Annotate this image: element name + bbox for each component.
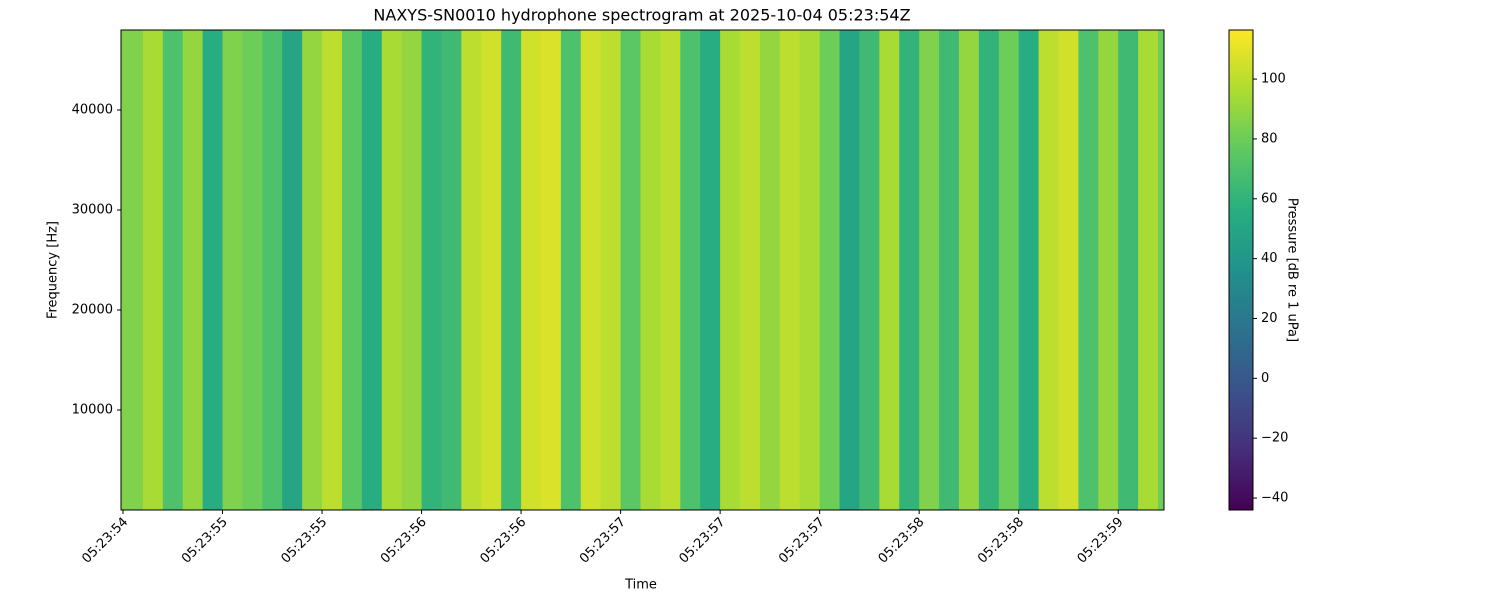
spectrogram-column xyxy=(341,30,363,510)
spectrogram-column xyxy=(819,30,841,510)
spectrogram-column xyxy=(740,30,761,510)
spectrogram-column xyxy=(540,30,562,510)
spectrogram-column xyxy=(1078,30,1099,510)
spectrogram-column xyxy=(242,30,263,510)
spectrogram-column xyxy=(282,30,303,510)
spectrogram-column xyxy=(859,30,880,510)
spectrogram-column xyxy=(1058,30,1079,510)
colorbar-tick-label: 80 xyxy=(1261,131,1278,146)
spectrogram-column xyxy=(560,30,582,510)
spectrogram-column xyxy=(222,30,243,510)
spectrogram-column xyxy=(1118,30,1139,510)
spectrogram-column xyxy=(1098,30,1119,510)
colorbar-tick-label: 60 xyxy=(1261,191,1278,206)
spectrogram-column xyxy=(640,30,661,510)
spectrogram-column xyxy=(361,30,383,510)
colorbar xyxy=(1228,29,1254,511)
x-tick-label: 05:23:57 xyxy=(577,515,629,567)
spectrogram-column xyxy=(182,30,204,510)
spectrogram-column xyxy=(302,30,323,510)
spectrogram-column xyxy=(660,30,681,510)
colorbar-tick-label: −40 xyxy=(1261,491,1288,506)
colorbar-tick-label: 20 xyxy=(1261,311,1278,326)
spectrogram-column xyxy=(401,30,423,510)
spectrogram-column xyxy=(202,30,224,510)
spectrogram-column xyxy=(381,30,403,510)
spectrogram-column xyxy=(521,30,542,510)
spectrogram-column xyxy=(879,30,900,510)
spectrogram-column xyxy=(779,30,801,510)
y-tick-label: 10000 xyxy=(72,403,113,418)
x-tick-label: 05:23:57 xyxy=(776,515,828,567)
spectrogram-column xyxy=(919,30,940,510)
x-tick-label: 05:23:56 xyxy=(477,515,529,567)
x-tick-label: 05:23:58 xyxy=(975,515,1027,567)
colorbar-tick-label: 40 xyxy=(1261,251,1278,266)
x-tick-label: 05:23:56 xyxy=(378,515,430,567)
spectrogram-column xyxy=(1138,30,1159,510)
spectrogram-column xyxy=(899,30,920,510)
spectrogram-column xyxy=(620,30,642,510)
chart-title: NAXYS-SN0010 hydrophone spectrogram at 2… xyxy=(373,6,910,25)
spectrogram-column xyxy=(121,30,144,510)
spectrogram-column xyxy=(839,30,860,510)
x-tick-label: 05:23:58 xyxy=(876,515,928,567)
spectrogram-column xyxy=(680,30,701,510)
x-axis-label: Time xyxy=(624,578,657,593)
colorbar-tick-label: 0 xyxy=(1261,371,1269,386)
colorbar-label: Pressure [dB re 1 uPa] xyxy=(1285,198,1300,342)
y-tick-label: 40000 xyxy=(72,103,113,118)
spectrogram-column xyxy=(162,30,184,510)
x-tick-label: 05:23:55 xyxy=(179,515,231,567)
x-tick-label: 05:23:55 xyxy=(278,515,330,567)
spectrogram-column xyxy=(600,30,622,510)
spectrogram-column xyxy=(759,30,781,510)
spectrogram-column xyxy=(421,30,442,510)
spectrogram-column xyxy=(322,30,343,510)
spectrogram-column xyxy=(461,30,482,510)
x-tick-label: 05:23:57 xyxy=(677,515,729,567)
spectrogram-column xyxy=(720,30,741,510)
y-axis-label: Frequency [Hz] xyxy=(46,221,61,319)
plot-frame xyxy=(120,29,1165,511)
spectrogram-column xyxy=(998,30,1020,510)
y-tick-label: 30000 xyxy=(72,203,113,218)
spectrogram-column xyxy=(700,30,721,510)
spectrogram-column xyxy=(262,30,283,510)
spectrogram-column xyxy=(1158,30,1165,510)
colorbar-tick-label: −20 xyxy=(1261,431,1288,446)
spectrogram-column xyxy=(481,30,502,510)
spectrogram-column xyxy=(1038,30,1060,510)
spectrogram-column xyxy=(501,30,522,510)
y-tick-label: 20000 xyxy=(72,303,113,318)
spectrogram-column xyxy=(580,30,602,510)
spectrogram-column xyxy=(441,30,462,510)
spectrogram-column xyxy=(978,30,1000,510)
x-tick-label: 05:23:59 xyxy=(1075,515,1127,567)
spectrogram-column xyxy=(799,30,821,510)
spectrogram-column xyxy=(1018,30,1040,510)
colorbar-tick-label: 100 xyxy=(1261,72,1286,87)
spectrogram-column xyxy=(958,30,980,510)
x-tick-label: 05:23:54 xyxy=(79,515,131,567)
spectrogram-column xyxy=(939,30,960,510)
spectrogram-column xyxy=(142,30,164,510)
